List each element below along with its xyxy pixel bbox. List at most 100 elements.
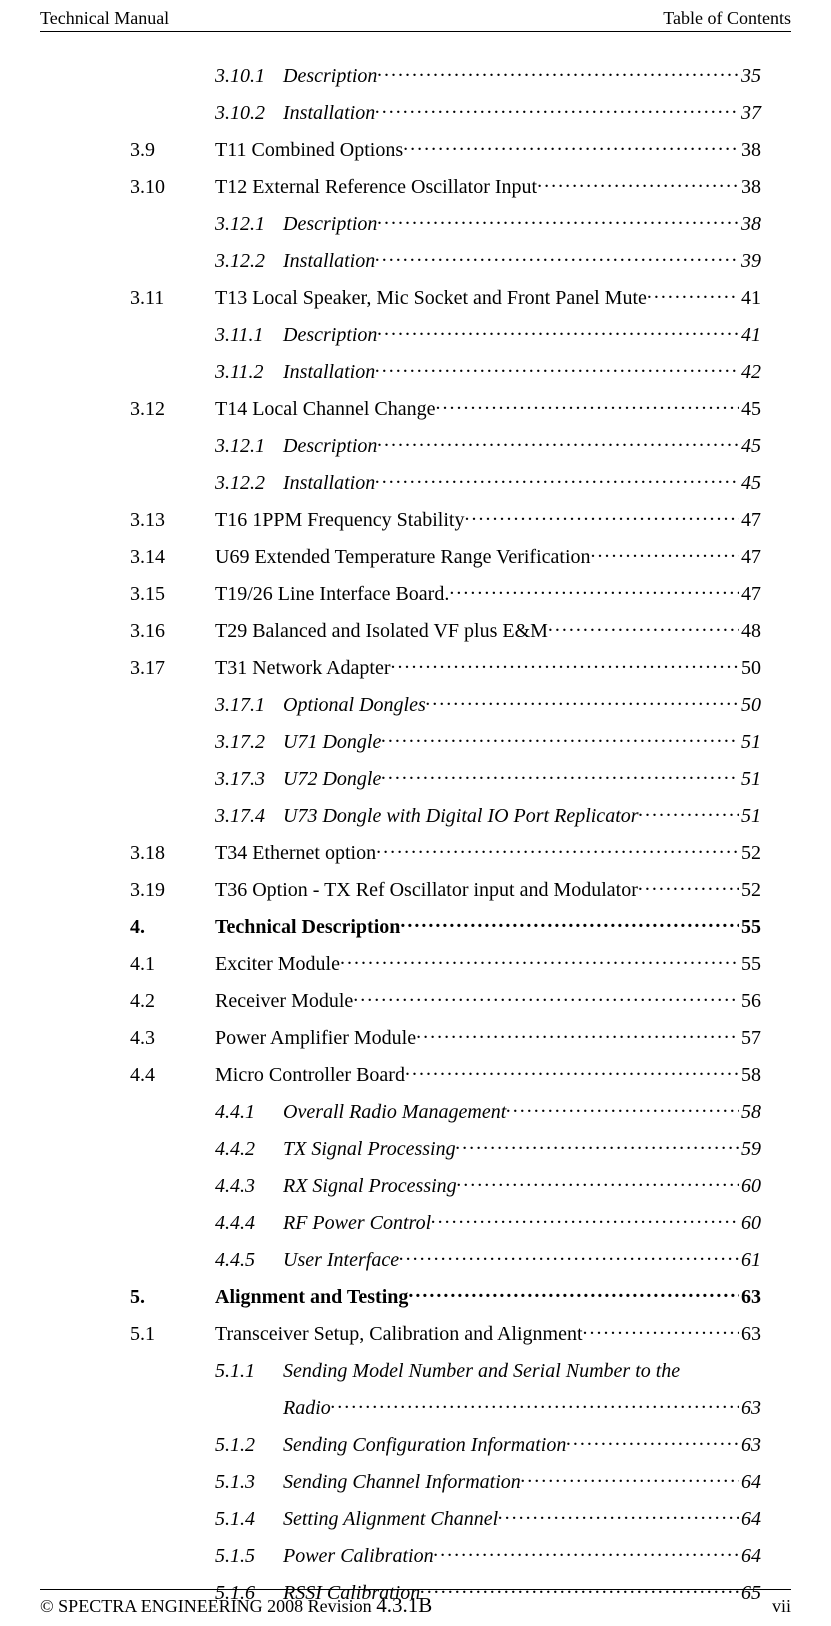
toc-entry-page: 52 [739,842,761,865]
footer-copyright-text: © SPECTRA ENGINEERING 2008 Revision [40,1596,376,1616]
toc-entry-label: Transceiver Setup, Calibration and Align… [215,1323,583,1346]
toc-entry-page: 56 [739,990,761,1013]
toc-leader-dots [353,987,739,1007]
toc-leader-dots [381,728,739,748]
toc-entry-label: Sending Channel Information [283,1471,521,1494]
toc-entry-number: 3.15 [130,583,215,606]
toc-entry-number: 3.10 [130,176,215,199]
toc-leader-dots [400,913,739,933]
toc-entry-label: Radio [283,1397,331,1420]
toc-entry: 3.14U69 Extended Temperature Range Verif… [90,543,761,569]
toc-entry-page: 41 [739,287,761,310]
toc-entry-number: 4.4 [130,1064,215,1087]
toc-entry-page: 48 [739,620,761,643]
toc-entry: 5.Alignment and Testing63 [90,1283,761,1309]
toc-entry: 3.11.2Installation42 [90,358,761,384]
toc-entry: 3.17T31 Network Adapter50 [90,654,761,680]
toc-entry-page: 57 [739,1027,761,1050]
toc-entry-page: 64 [739,1545,761,1568]
toc-entry-label: Micro Controller Board [215,1064,405,1087]
toc-leader-dots [457,1172,739,1192]
toc-entry-label: TX Signal Processing [283,1138,456,1161]
toc-entry: 3.12.2Installation39 [90,247,761,273]
toc-leader-dots [375,358,739,378]
toc-entry: 4.1Exciter Module55 [90,950,761,976]
toc-entry-label: Technical Description [215,916,400,939]
toc-entry-page: 64 [739,1508,761,1531]
footer-copyright: © SPECTRA ENGINEERING 2008 Revision 4.3.… [40,1593,432,1618]
toc-entry-number: 3.12.2 [215,250,283,273]
toc-entry: 3.13T16 1PPM Frequency Stability47 [90,506,761,532]
toc-leader-dots [583,1320,739,1340]
toc-entry-number: 5.1.3 [215,1471,283,1494]
toc-leader-dots [375,247,739,267]
toc-entry: 3.17.3U72 Dongle51 [90,765,761,791]
toc-entry-label: Description [283,213,377,236]
toc-entry: 3.15T19/26 Line Interface Board.47 [90,580,761,606]
toc-leader-dots [403,136,739,156]
toc-entry-number: 5.1.5 [215,1545,283,1568]
page-header: Technical Manual Table of Contents [0,0,831,31]
toc-leader-dots [391,654,739,674]
toc-entry-number: 3.17.2 [215,731,283,754]
toc-entry: 5.1.1Sending Model Number and Serial Num… [90,1357,761,1383]
toc-entry-number: 5. [130,1286,215,1309]
toc-leader-dots [408,1283,739,1303]
toc-leader-dots [375,469,739,489]
toc-entry: 4.4.2TX Signal Processing59 [90,1135,761,1161]
toc-leader-dots [638,876,739,896]
toc-entry-number: 5.1.2 [215,1434,283,1457]
toc-entry: 3.12.1Description45 [90,432,761,458]
toc-entry-page: 51 [739,768,761,791]
toc-leader-dots [331,1394,739,1414]
toc-entry-label: T14 Local Channel Change [215,398,436,421]
toc-entry-number: 3.17.3 [215,768,283,791]
toc-entry: 3.16T29 Balanced and Isolated VF plus E&… [90,617,761,643]
toc-entry-page: 38 [739,139,761,162]
toc-leader-dots [376,839,739,859]
page-footer: © SPECTRA ENGINEERING 2008 Revision 4.3.… [0,1593,831,1618]
toc-entry-page: 63 [739,1323,761,1346]
toc-entry-number: 3.10.1 [215,65,283,88]
toc-entry-number: 4.1 [130,953,215,976]
toc-leader-dots [431,1209,739,1229]
toc-entry: 3.10.1Description35 [90,62,761,88]
toc-entry-page: 35 [739,65,761,88]
header-left: Technical Manual [40,8,169,29]
toc-entry: 4.2Receiver Module56 [90,987,761,1013]
toc-entry-page: 41 [739,324,761,347]
toc-entry-page: 37 [739,102,761,125]
toc-entry-number: 3.11.2 [215,361,283,384]
toc-entry: 4.Technical Description55 [90,913,761,939]
toc-entry-page: 50 [739,694,761,717]
toc-leader-dots [434,1542,739,1562]
toc-entry: 3.17.2U71 Dongle51 [90,728,761,754]
toc-entry-page: 38 [739,176,761,199]
toc-entry: 4.4.3RX Signal Processing60 [90,1172,761,1198]
toc-entry-label: Installation [283,102,375,125]
toc-entry-number: 4.3 [130,1027,215,1050]
toc-entry-page: 52 [739,879,761,902]
toc-entry-label: Alignment and Testing [215,1286,408,1309]
toc-entry-label: T16 1PPM Frequency Stability [215,509,464,532]
toc-entry: 3.17.1Optional Dongles50 [90,691,761,717]
toc-entry-page: 55 [739,916,761,939]
toc-entry-page: 55 [739,953,761,976]
toc-entry-label: U71 Dongle [283,731,381,754]
toc-entry: 3.10T12 External Reference Oscillator In… [90,173,761,199]
toc-entry-number: 3.16 [130,620,215,643]
toc-entry-page: 63 [739,1434,761,1457]
toc-entry-label: RF Power Control [283,1212,431,1235]
toc-entry-number: 3.12.1 [215,435,283,458]
toc-leader-dots [647,284,739,304]
toc-entry-label: Installation [283,250,375,273]
toc-entry-number: 3.10.2 [215,102,283,125]
toc-entry-number: 4.4.4 [215,1212,283,1235]
toc-entry-number: 3.17 [130,657,215,680]
toc-entry: 3.12T14 Local Channel Change45 [90,395,761,421]
toc-leader-dots [449,580,739,600]
toc-entry-number: 5.1.4 [215,1508,283,1531]
toc-entry-label: U73 Dongle with Digital IO Port Replicat… [283,805,639,828]
toc-entry-label: T13 Local Speaker, Mic Socket and Front … [215,287,647,310]
toc-leader-dots [498,1505,739,1525]
